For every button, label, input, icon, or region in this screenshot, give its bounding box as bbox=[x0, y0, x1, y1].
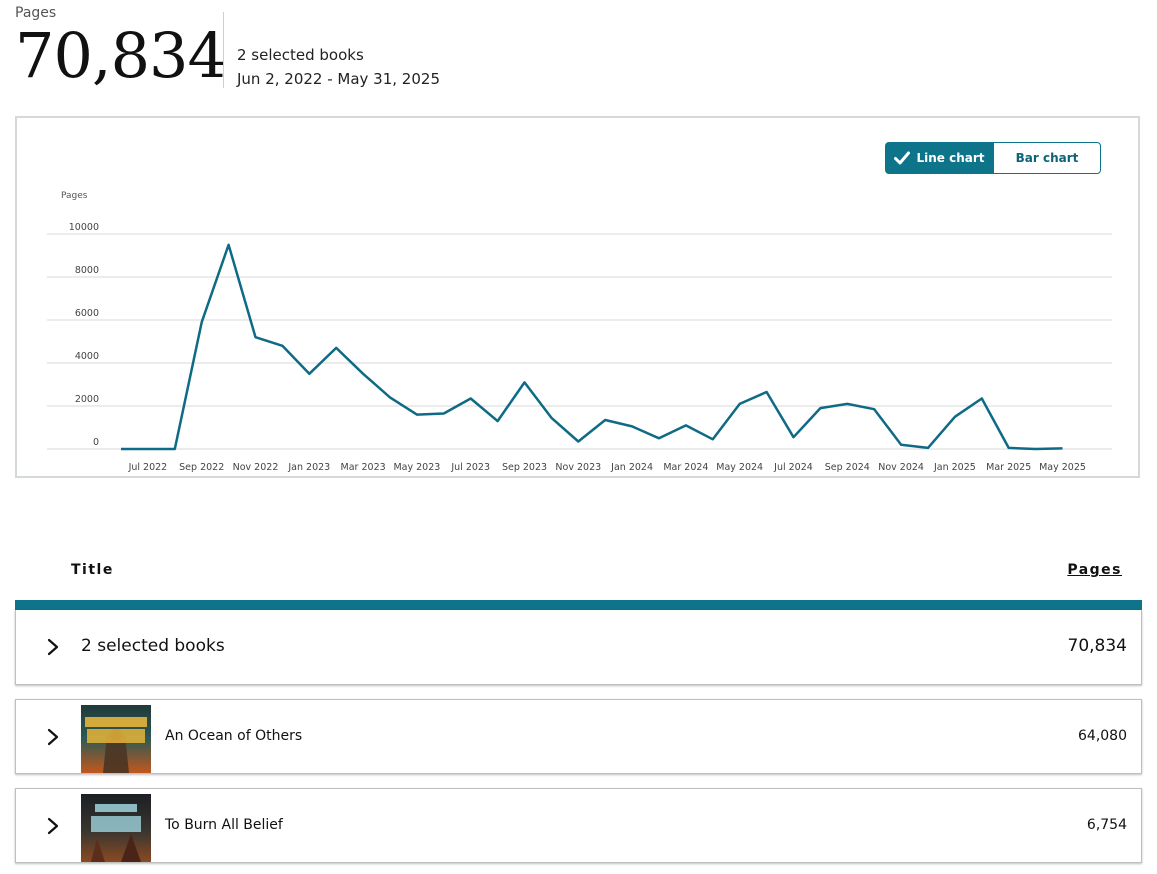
summary-header: Pages 70,834 2 selected books Jun 2, 202… bbox=[0, 0, 1157, 100]
book-pages: 6,754 bbox=[1086, 817, 1127, 833]
x-tick-label: Jan 2023 bbox=[287, 462, 330, 473]
x-tick-label: Jul 2023 bbox=[450, 462, 490, 473]
chevron-right-icon[interactable] bbox=[46, 817, 60, 835]
book-title: To Burn All Belief bbox=[165, 817, 283, 833]
x-tick-label: Mar 2025 bbox=[986, 462, 1031, 473]
x-tick-label: Sep 2022 bbox=[179, 462, 224, 473]
x-tick-label: Jan 2024 bbox=[610, 462, 653, 473]
y-axis-title: Pages bbox=[61, 191, 88, 201]
bar-chart-label: Bar chart bbox=[1015, 151, 1079, 165]
chart-type-toggle: Line chart Bar chart bbox=[885, 142, 1101, 174]
y-tick-label: 10000 bbox=[69, 222, 99, 233]
chevron-right-icon[interactable] bbox=[46, 638, 60, 656]
title-column-header: Title bbox=[71, 562, 114, 578]
y-tick-label: 8000 bbox=[75, 265, 99, 276]
x-tick-label: Jul 2022 bbox=[128, 462, 168, 473]
table-row[interactable]: To Burn All Belief 6,754 bbox=[15, 788, 1142, 863]
table-header-bar bbox=[15, 600, 1142, 610]
table-row-total[interactable]: 2 selected books 70,834 bbox=[15, 610, 1142, 685]
x-tick-label: Jan 2025 bbox=[933, 462, 976, 473]
x-tick-label: Sep 2024 bbox=[825, 462, 870, 473]
x-tick-label: Nov 2022 bbox=[233, 462, 279, 473]
pages-label: Pages bbox=[15, 5, 57, 21]
y-tick-label: 0 bbox=[93, 437, 99, 448]
book-pages: 64,080 bbox=[1078, 728, 1127, 744]
chevron-right-icon[interactable] bbox=[46, 728, 60, 746]
summary-divider bbox=[223, 12, 224, 88]
y-tick-label: 4000 bbox=[75, 351, 99, 362]
x-tick-label: Mar 2023 bbox=[341, 462, 386, 473]
x-tick-label: May 2024 bbox=[716, 462, 763, 473]
book-title: An Ocean of Others bbox=[165, 728, 303, 744]
y-tick-label: 6000 bbox=[75, 308, 99, 319]
line-chart: 0 2000 4000 6000 8000 10000 Jul 2022 Sep 2022 No… bbox=[47, 222, 1112, 473]
total-row-label: 2 selected books bbox=[81, 636, 225, 656]
chart-panel: 0 2000 4000 6000 8000 10000 Jul 2022 Sep 2022 No… bbox=[15, 116, 1140, 478]
line-chart-label: Line chart bbox=[916, 151, 985, 165]
date-range: Jun 2, 2022 - May 31, 2025 bbox=[237, 70, 440, 88]
x-tick-label: Nov 2024 bbox=[878, 462, 924, 473]
x-tick-label: May 2023 bbox=[393, 462, 440, 473]
x-tick-label: Mar 2024 bbox=[663, 462, 708, 473]
bar-chart-button[interactable]: Bar chart bbox=[994, 142, 1101, 174]
pages-total: 70,834 bbox=[15, 19, 227, 92]
x-tick-label: Jul 2024 bbox=[773, 462, 813, 473]
pages-column-header[interactable]: Pages bbox=[1067, 562, 1122, 578]
book-cover-to-burn-all-belief bbox=[81, 794, 151, 862]
table-row[interactable]: An Ocean of Others 64,080 bbox=[15, 699, 1142, 774]
total-row-pages: 70,834 bbox=[1067, 636, 1127, 656]
x-tick-label: Nov 2023 bbox=[555, 462, 601, 473]
x-tick-label: Sep 2023 bbox=[502, 462, 547, 473]
y-tick-label: 2000 bbox=[75, 394, 99, 405]
checkmark-icon bbox=[894, 151, 911, 165]
book-cover-an-ocean-of-others bbox=[81, 705, 151, 773]
pages-series-line bbox=[121, 243, 1063, 451]
table-header: Title Pages bbox=[15, 560, 1142, 584]
line-chart-button[interactable]: Line chart bbox=[885, 142, 994, 174]
selected-books-count: 2 selected books bbox=[237, 46, 364, 64]
x-tick-label: May 2025 bbox=[1039, 462, 1086, 473]
